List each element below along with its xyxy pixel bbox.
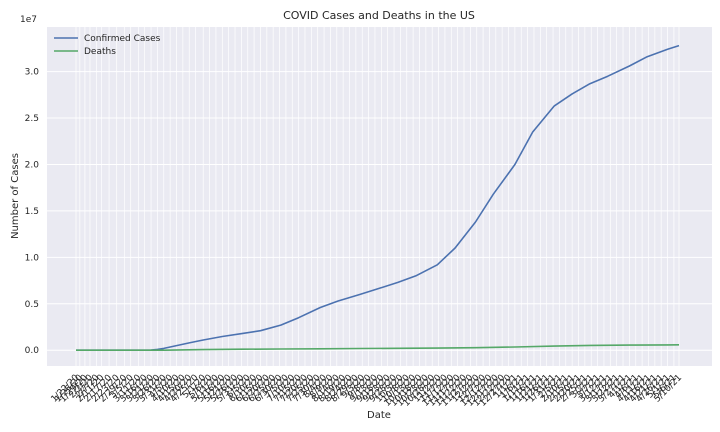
y-tick-labels: 0.0 0.5 1.0 1.5 2.0 2.5 3.0 — [25, 68, 40, 357]
y-axis-label: Number of Cases — [10, 153, 21, 239]
y-tick-label: 1.5 — [25, 207, 39, 217]
y-tick-label: 3.0 — [25, 68, 40, 78]
x-tick-labels: 1/22/201/25/201/29/202/2/202/7/202/11/20… — [50, 373, 685, 409]
y-tick-label: 2.5 — [25, 114, 39, 124]
y-tick-label: 2.0 — [25, 160, 40, 170]
legend-label-deaths: Deaths — [84, 47, 116, 57]
legend-label-confirmed-cases: Confirmed Cases — [84, 34, 161, 44]
chart-title: COVID Cases and Deaths in the US — [283, 9, 475, 22]
plot-background — [47, 27, 712, 366]
series-line-deaths — [76, 344, 680, 352]
series-lines — [76, 44, 680, 352]
x-axis-label: Date — [367, 410, 391, 421]
legend: Confirmed Cases Deaths — [54, 34, 161, 57]
y-tick-label: 0.0 — [25, 346, 40, 356]
y-offset-label: 1e7 — [20, 15, 37, 25]
y-tick-label: 0.5 — [25, 300, 39, 310]
y-tick-label: 1.0 — [25, 253, 40, 263]
series-line-confirmed-cases — [76, 44, 680, 352]
